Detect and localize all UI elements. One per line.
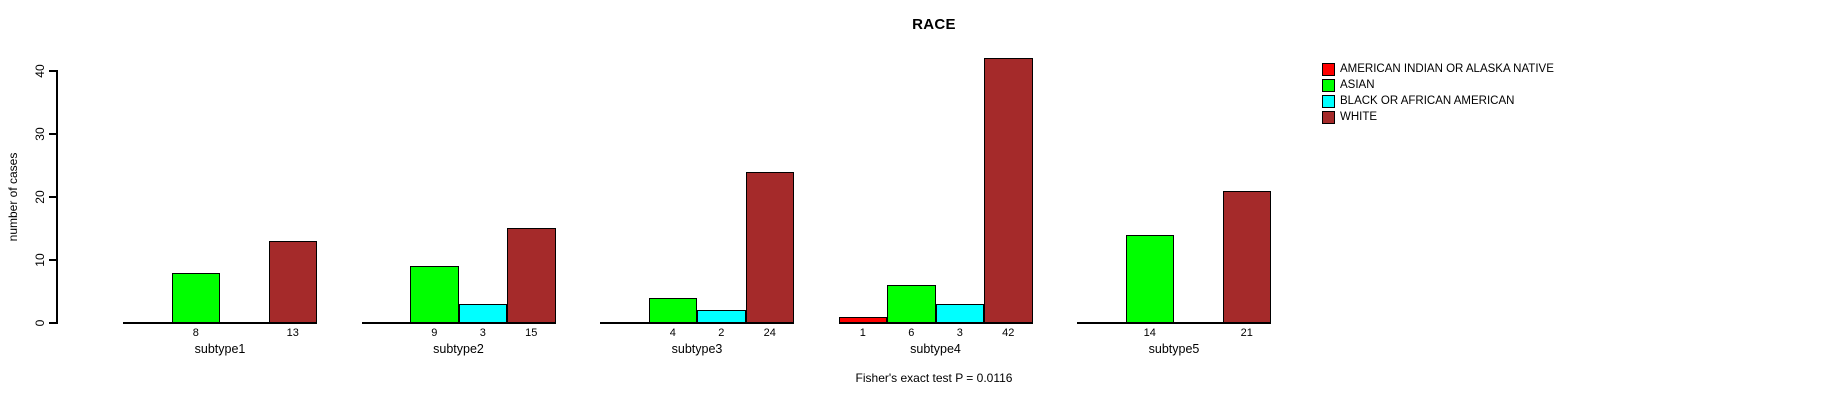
bar-value-label: 2 xyxy=(718,327,725,339)
bar-asian-subtype1 xyxy=(171,273,220,323)
y-tick-label: 40 xyxy=(33,64,47,78)
legend-label: WHITE xyxy=(1340,111,1378,123)
group-baseline xyxy=(361,322,556,324)
group-label-subtype4: subtype4 xyxy=(910,342,961,356)
legend-swatch-icon xyxy=(1322,78,1335,92)
legend-label: AMERICAN INDIAN OR ALASKA NATIVE xyxy=(1340,63,1554,75)
legend-label: ASIAN xyxy=(1340,79,1375,91)
bar-value-label: 24 xyxy=(763,327,776,339)
y-tick-label: 0 xyxy=(33,319,47,327)
y-axis-line xyxy=(56,70,58,324)
legend-swatch-icon xyxy=(1322,110,1335,124)
footer-note: Fisher's exact test P = 0.0116 xyxy=(855,371,1013,385)
bar-value-label: 42 xyxy=(1002,327,1015,339)
bar-value-label: 8 xyxy=(192,327,199,339)
y-tick-label: 20 xyxy=(33,190,47,204)
bar-asian-subtype2 xyxy=(410,266,459,323)
bar-white-subtype5 xyxy=(1222,191,1271,323)
y-tick-label: 10 xyxy=(33,253,47,267)
bar-value-label: 9 xyxy=(431,327,438,339)
bar-white-subtype1 xyxy=(268,241,317,323)
group-label-subtype2: subtype2 xyxy=(433,342,484,356)
legend: AMERICAN INDIAN OR ALASKA NATIVE ASIAN BLA… xyxy=(1322,61,1554,125)
bar-value-label: 21 xyxy=(1240,327,1253,339)
bar-value-label: 4 xyxy=(669,327,676,339)
bar-white-subtype2 xyxy=(507,228,556,323)
bar-asian-subtype3 xyxy=(648,298,697,323)
bar-white-subtype3 xyxy=(745,172,794,323)
group-baseline xyxy=(123,322,317,324)
legend-row-white: WHITE xyxy=(1322,109,1554,125)
y-tick xyxy=(49,70,57,72)
bar-asian-subtype5 xyxy=(1125,235,1174,323)
legend-row-american-indian-or-alaska-native: AMERICAN INDIAN OR ALASKA NATIVE xyxy=(1322,61,1554,77)
y-tick xyxy=(49,196,57,198)
y-tick xyxy=(49,259,57,261)
bar-value-label: 15 xyxy=(525,327,538,339)
chart-title: RACE xyxy=(912,16,956,33)
bar-value-label: 1 xyxy=(859,327,866,339)
bar-black-or-african-american-subtype3 xyxy=(697,310,746,323)
bar-white-subtype4 xyxy=(984,58,1033,323)
bar-asian-subtype4 xyxy=(887,285,936,323)
bar-value-label: 3 xyxy=(956,327,963,339)
legend-row-black-or-african-american: BLACK OR AFRICAN AMERICAN xyxy=(1322,93,1554,109)
bar-value-label: 6 xyxy=(908,327,915,339)
group-label-subtype1: subtype1 xyxy=(194,342,246,356)
bar-value-label: 13 xyxy=(286,327,299,339)
bar-american-indian-or-alaska-native-subtype4 xyxy=(838,317,887,323)
bar-black-or-african-american-subtype2 xyxy=(458,304,507,323)
y-tick xyxy=(49,322,57,324)
legend-swatch-icon xyxy=(1322,94,1335,108)
group-label-subtype3: subtype3 xyxy=(671,342,723,356)
group-label-subtype5: subtype5 xyxy=(1148,342,1200,356)
bar-black-or-african-american-subtype4 xyxy=(935,304,984,323)
y-tick-label: 30 xyxy=(33,127,47,141)
group-baseline xyxy=(838,322,1033,324)
group-baseline xyxy=(1077,322,1271,324)
bar-value-label: 14 xyxy=(1143,327,1156,339)
group-baseline xyxy=(600,322,794,324)
legend-swatch-icon xyxy=(1322,62,1335,76)
legend-row-asian: ASIAN xyxy=(1322,77,1554,93)
legend-label: BLACK OR AFRICAN AMERICAN xyxy=(1340,95,1515,107)
bar-value-label: 3 xyxy=(479,327,486,339)
y-tick xyxy=(49,133,57,135)
